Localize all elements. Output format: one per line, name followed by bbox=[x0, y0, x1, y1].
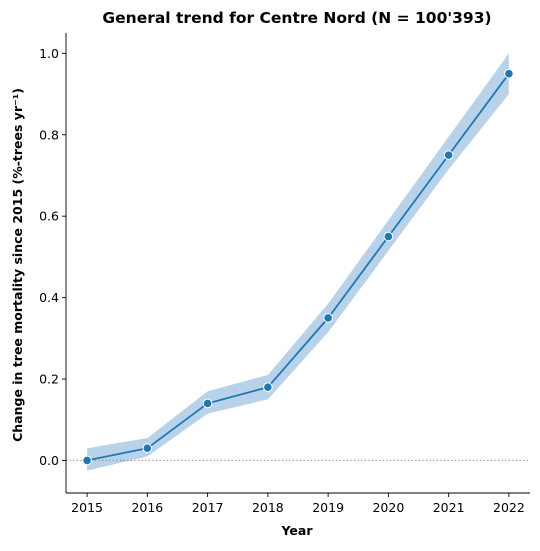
x-tick-label-2019: 2019 bbox=[312, 500, 344, 515]
x-tick-label-2017: 2017 bbox=[192, 500, 224, 515]
y-tick-label-0.6: 0.6 bbox=[39, 209, 59, 224]
data-point-2015 bbox=[82, 455, 92, 466]
x-tick-label-2015: 2015 bbox=[71, 500, 103, 515]
x-tick-label-2018: 2018 bbox=[252, 500, 284, 515]
data-point-2016 bbox=[142, 443, 153, 454]
y-tick-label-0.0: 0.0 bbox=[39, 453, 59, 468]
data-point-2022 bbox=[504, 68, 514, 79]
series-line bbox=[86, 73, 510, 462]
data-point-2017 bbox=[202, 398, 213, 409]
data-point-2020 bbox=[383, 231, 394, 242]
plot-area: 0.0 0.2 0.4 0.6 0.8 1.0 2015 2016 2017 2018 2019 20… bbox=[39, 33, 530, 515]
x-tick-label-2021: 2021 bbox=[433, 500, 465, 515]
y-tick-label-0.8: 0.8 bbox=[39, 127, 59, 142]
y-axis-label: Change in tree mortality since 2015 (%-t… bbox=[10, 88, 25, 442]
x-tick-label-2020: 2020 bbox=[372, 500, 404, 515]
data-point-2021 bbox=[443, 150, 454, 160]
confidence-band bbox=[87, 53, 509, 471]
chart-title: General trend for Centre Nord (N = 100'3… bbox=[102, 9, 491, 27]
x-tick-label-2022: 2022 bbox=[493, 500, 525, 515]
y-tick-label-0.2: 0.2 bbox=[39, 372, 59, 387]
data-point-2019 bbox=[323, 313, 333, 323]
x-tick-label-2016: 2016 bbox=[131, 500, 163, 515]
data-point-2018 bbox=[263, 382, 273, 392]
y-tick-label-0.4: 0.4 bbox=[39, 290, 59, 305]
x-axis-label: Year bbox=[281, 523, 314, 538]
y-tick-label-1.0: 1.0 bbox=[39, 46, 59, 61]
